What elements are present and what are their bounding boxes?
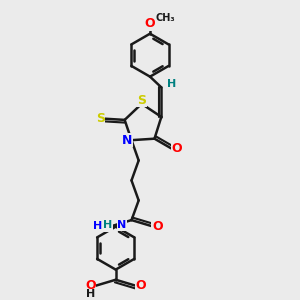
Text: O: O (145, 17, 155, 30)
Text: H: H (103, 220, 112, 230)
Text: S: S (137, 94, 146, 107)
Text: H: H (86, 289, 95, 299)
Text: N: N (117, 220, 126, 230)
Text: HN: HN (93, 221, 112, 231)
Text: O: O (85, 279, 96, 292)
Text: O: O (152, 220, 163, 232)
Text: CH₃: CH₃ (155, 14, 175, 23)
Text: O: O (136, 279, 146, 292)
Text: N: N (122, 134, 132, 147)
Text: S: S (96, 112, 105, 125)
Text: H: H (167, 79, 176, 89)
Text: O: O (172, 142, 182, 155)
